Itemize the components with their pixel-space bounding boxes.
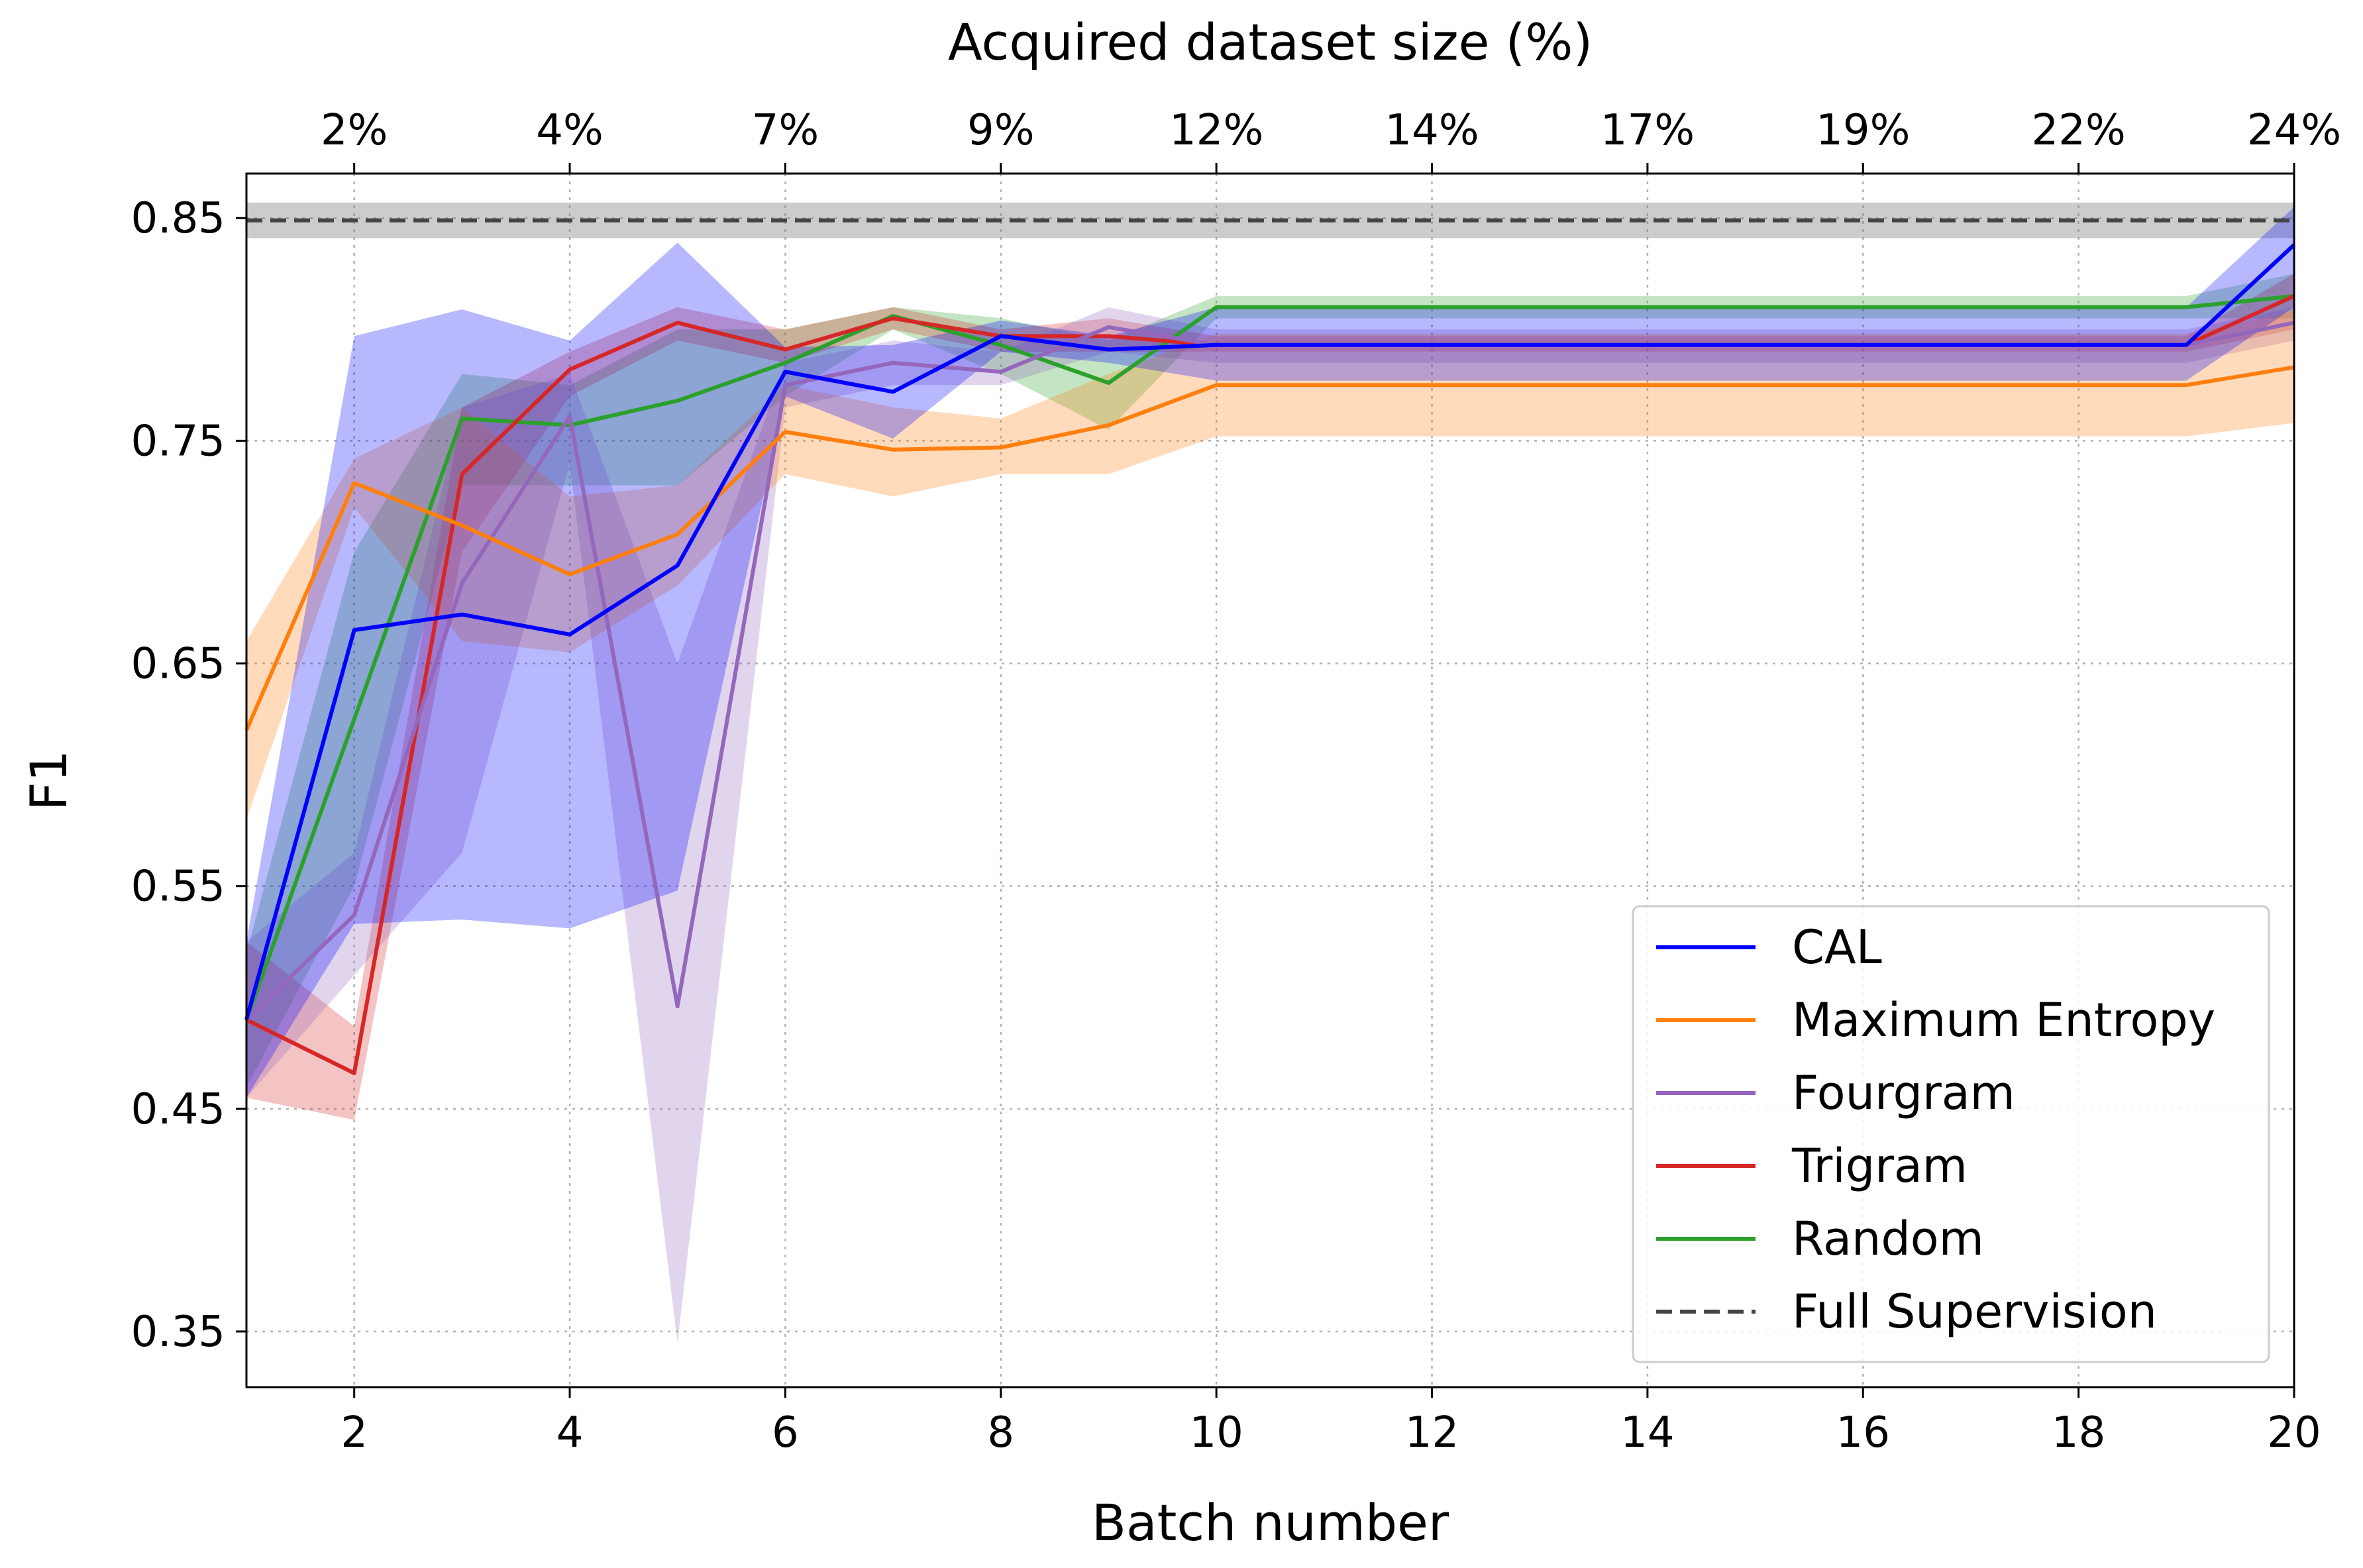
legend-box <box>1632 905 2270 1363</box>
legend-label-fourgram: Fourgram <box>1792 1066 2015 1120</box>
top-tick-label-3: 9% <box>967 106 1035 155</box>
x-tick-label-10: 10 <box>1189 1408 1243 1457</box>
band-fourgram <box>246 307 2294 1343</box>
top-tick-label-6: 17% <box>1601 106 1695 155</box>
legend-label-cal: CAL <box>1792 920 1882 974</box>
legend-label-maximum-entropy: Maximum Entropy <box>1792 993 2215 1047</box>
top-tick-label-7: 19% <box>1816 106 1910 155</box>
y-tick-label-2: 0.55 <box>131 862 226 912</box>
y-tick-label-1: 0.45 <box>131 1085 226 1134</box>
confidence-bands <box>246 207 2294 1343</box>
plot-frame <box>245 172 2295 1388</box>
band-maximum-entropy <box>246 311 2294 819</box>
y-tick-label-0: 0.35 <box>131 1308 226 1357</box>
series-lines <box>244 243 2296 1075</box>
x-tick-label-12: 12 <box>1405 1408 1459 1457</box>
axis-ticks: 2 4 6 8 10 12 14 16 18 20 0.35 0.45 0.55 0.65 0.75 0.85… <box>131 106 2342 1457</box>
legend-label-trigram: Trigram <box>1791 1139 1968 1193</box>
x-tick-label-14: 14 <box>1620 1408 1674 1457</box>
legend-label-full-supervision: Full Supervision <box>1792 1284 2157 1339</box>
top-tick-label-2: 7% <box>752 106 819 155</box>
x-tick-label-8: 8 <box>987 1408 1014 1457</box>
band-cal <box>246 207 2294 1098</box>
legend-label-random: Random <box>1792 1212 1984 1266</box>
x-tick-label-18: 18 <box>2052 1408 2105 1457</box>
line-maximum-entropy <box>244 365 2295 731</box>
x-tick-label-4: 4 <box>556 1408 584 1457</box>
x-tick-label-6: 6 <box>772 1408 799 1457</box>
top-tick-label-0: 2% <box>321 106 388 155</box>
legend: CAL Maximum Entropy Fourgram Trigram Random F… <box>1632 905 2270 1363</box>
y-tick-label-5: 0.85 <box>131 194 226 243</box>
x-tick-label-20: 20 <box>2267 1408 2321 1457</box>
top-tick-label-1: 4% <box>536 106 604 155</box>
top-tick-label-5: 14% <box>1385 106 1479 155</box>
top-tick-label-8: 22% <box>2032 106 2126 155</box>
top-tick-label-9: 24% <box>2247 106 2341 155</box>
top-tick-label-4: 12% <box>1169 106 1263 155</box>
x-axis-title: Batch number <box>1092 1493 1449 1552</box>
top-axis-title: Acquired dataset size (%) <box>948 13 1593 72</box>
full-supervision-band <box>246 202 2294 238</box>
x-tick-label-2: 2 <box>341 1408 368 1457</box>
line-random <box>244 293 2295 1021</box>
x-tick-label-16: 16 <box>1836 1408 1890 1457</box>
y-tick-label-3: 0.65 <box>131 640 226 689</box>
line-cal <box>244 243 2296 1021</box>
y-axis-title: F1 <box>19 750 78 811</box>
y-tick-label-4: 0.75 <box>131 417 226 466</box>
full-supervision-shade <box>246 202 2294 238</box>
